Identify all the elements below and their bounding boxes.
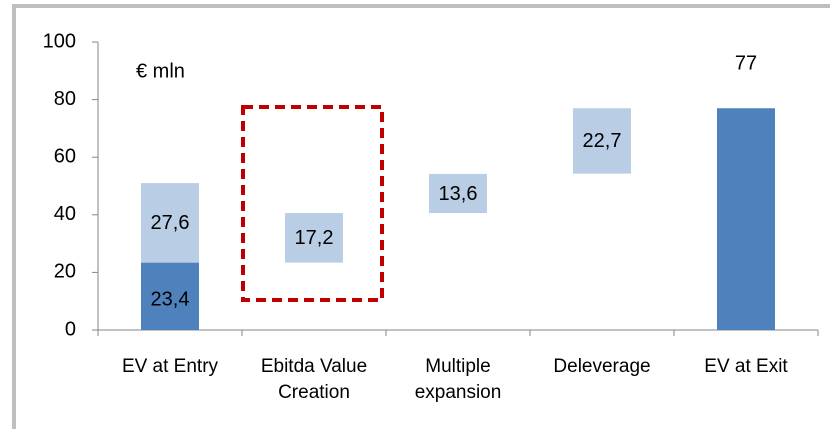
bar	[573, 108, 631, 174]
y-tick-label: 0	[65, 318, 76, 340]
bar	[141, 262, 199, 330]
y-tick-label: 80	[54, 88, 76, 110]
value-label: 22,7	[583, 130, 622, 152]
value-label: 27,6	[151, 212, 190, 234]
x-tick-label: Ebitda Value Creation	[260, 356, 368, 403]
frame	[12, 4, 830, 429]
value-label: 23,4	[151, 289, 190, 311]
x-tick-label: Deleverage	[553, 356, 651, 377]
x-tick-label: Multiple expansion	[414, 356, 502, 403]
bar	[141, 183, 199, 263]
value-label: 77	[735, 53, 757, 75]
bar	[717, 108, 775, 331]
x-tick-label: EV at Entry	[121, 356, 219, 377]
annotation: € mln	[136, 60, 185, 82]
value-label: 13,6	[439, 183, 478, 205]
y-tick-label: 100	[43, 30, 76, 52]
y-tick-label: 40	[54, 203, 76, 225]
highlight-box	[241, 105, 384, 302]
bar	[429, 173, 487, 214]
x-tick-label: EV at Exit	[704, 356, 788, 377]
y-tick-label: 20	[54, 261, 76, 283]
value-label: 17,2	[295, 227, 334, 249]
y-tick-label: 60	[54, 145, 76, 167]
bar	[285, 213, 343, 263]
